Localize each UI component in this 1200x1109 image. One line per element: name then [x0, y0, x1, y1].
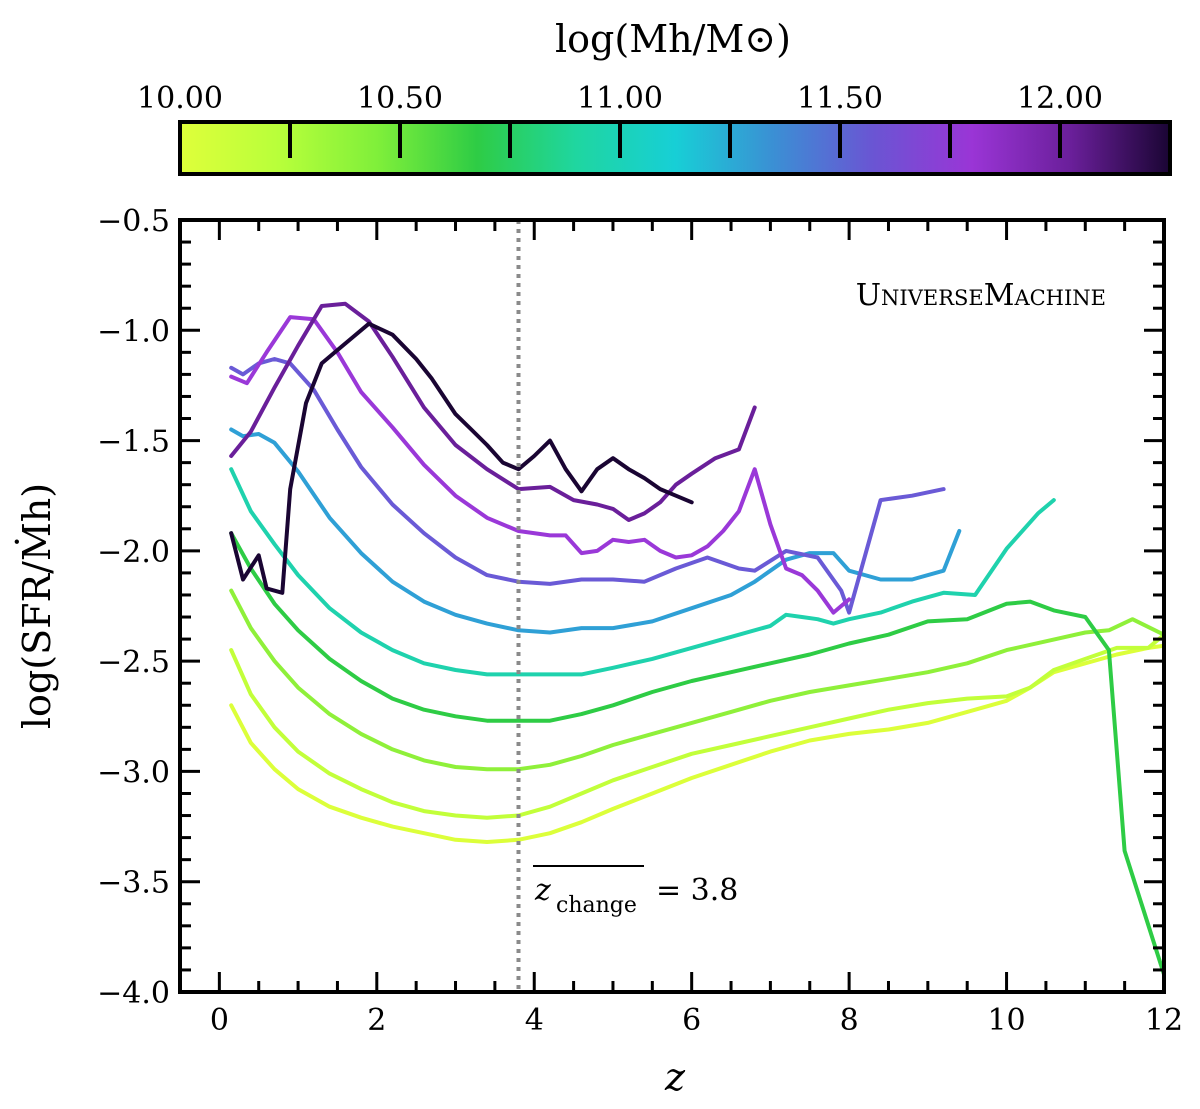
colorbar-tick-label-2: 11.00 [577, 81, 663, 116]
z-change-value: = 3.8 [656, 873, 738, 908]
y-tick-label-5: −1.5 [97, 425, 170, 460]
y-tick-label-1: −3.5 [97, 866, 170, 901]
series-line-11.25 [229, 427, 962, 635]
series-line-11.50 [229, 357, 946, 615]
series-line-11.00 [229, 467, 1056, 677]
x-axis-title: z [664, 1055, 686, 1099]
series-line-10.75 [229, 531, 1164, 977]
x-tick-label-3: 6 [682, 1003, 701, 1038]
x-tick-label-0: 0 [210, 1003, 229, 1038]
y-axis-title: log(SFR/Ṁh) [15, 483, 59, 729]
colorbar [178, 120, 1172, 176]
x-tick-labels: 0 2 4 6 8 10 12 [210, 1003, 1183, 1038]
z-change-symbol: z [534, 873, 551, 908]
series-line-12.25 [229, 321, 694, 595]
series-line-10.25 [229, 632, 1164, 820]
series-line-10.00 [229, 643, 1164, 844]
series-line-11.75 [229, 315, 852, 615]
x-tick-label-6: 12 [1145, 1003, 1183, 1038]
colorbar-tick-label-1: 10.50 [357, 81, 443, 116]
colorbar-ticks [288, 122, 1062, 158]
model-label: UniverseMachine [856, 278, 1106, 313]
y-tick-label-3: −2.5 [97, 645, 170, 680]
y-tick-label-7: −0.5 [97, 204, 170, 239]
colorbar-tick-label-3: 11.50 [797, 81, 883, 116]
axis-ticks [178, 218, 1166, 994]
y-tick-label-2: −3.0 [97, 755, 170, 790]
colorbar-tick-label-4: 12.00 [1017, 81, 1103, 116]
series-line-10.50 [229, 588, 1164, 772]
colorbar-tick-label-0: 10.00 [137, 81, 223, 116]
x-tick-label-1: 2 [367, 1003, 386, 1038]
z-change-label: z change = 3.8 [533, 865, 738, 918]
series-group [229, 301, 1164, 977]
x-tick-label-2: 4 [525, 1003, 544, 1038]
x-tick-label-5: 10 [987, 1003, 1025, 1038]
y-tick-label-0: −4.0 [97, 976, 170, 1011]
z-change-subscript: change [556, 893, 637, 918]
colorbar-title: log(Mh/M⊙) [555, 17, 791, 61]
y-tick-label-4: −2.0 [97, 535, 170, 570]
y-tick-label-6: −1.0 [97, 314, 170, 349]
series-line-12.00 [229, 301, 757, 522]
colorbar-tick-labels: 10.00 10.50 11.00 11.50 12.00 [137, 81, 1103, 116]
x-tick-label-4: 8 [840, 1003, 859, 1038]
plot-frame [178, 218, 1166, 994]
y-tick-labels: −4.0 −3.5 −3.0 −2.5 −2.0 −1.5 −1.0 −0.5 [97, 204, 170, 1011]
